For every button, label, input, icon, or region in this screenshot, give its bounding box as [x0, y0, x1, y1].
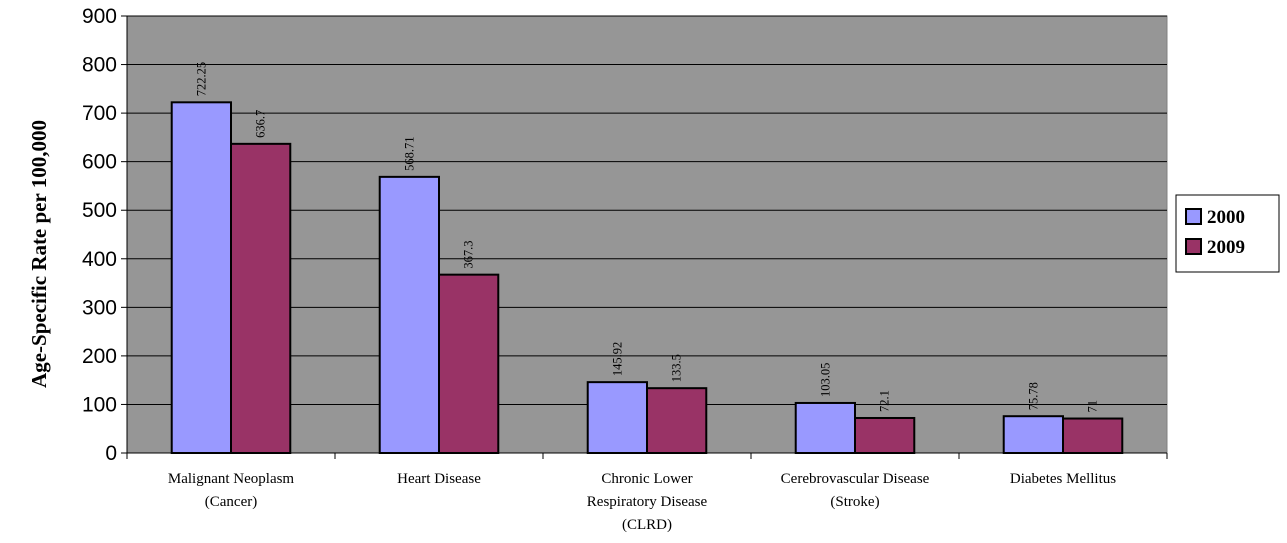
x-tick-label: Heart Disease [397, 471, 481, 487]
y-tick-label: 400 [82, 248, 117, 271]
legend-box [1175, 194, 1280, 273]
x-tick-label: Cerebrovascular Disease [781, 471, 930, 487]
y-tick-label: 100 [82, 393, 117, 416]
bar-2000 [378, 175, 440, 454]
y-tick-label: 900 [82, 5, 117, 28]
x-tick-label: (Cancer) [205, 494, 257, 510]
axes: 0 100 200 300 400 500 600 700 800 900 Malignant Ne… [82, 5, 1168, 533]
y-tick-label: 200 [82, 345, 117, 368]
bar-2009 [646, 387, 708, 455]
bar-2009 [1062, 417, 1124, 454]
data-label: 75.78 [1026, 382, 1040, 410]
x-tick-label: (CLRD) [622, 517, 672, 533]
x-tick-label: Respiratory Disease [587, 494, 708, 510]
data-label: 133.5 [670, 354, 684, 382]
data-label: 145.92 [610, 342, 624, 376]
data-label: 636.7 [254, 110, 268, 138]
data-labels: 722.25 636.7 568.71 367.3 145.92 133.5 103.05 7… [194, 62, 1099, 413]
gridlines [127, 15, 1167, 405]
legend-label-2000: 2000 [1207, 207, 1245, 228]
data-label: 568.71 [402, 136, 416, 170]
legend-label-2009: 2009 [1207, 237, 1245, 258]
x-tick-label: (Stroke) [830, 494, 879, 510]
data-label: 103.05 [818, 363, 832, 397]
legend: 2000 2009 [1175, 194, 1280, 273]
x-tick-label: Chronic Lower [601, 471, 692, 487]
y-tick-label: 600 [82, 151, 117, 174]
bar-2000 [794, 401, 856, 454]
data-label: 72.1 [878, 390, 892, 412]
legend-swatch-2000 [1185, 208, 1202, 225]
bars [170, 101, 1124, 455]
y-axis-title: Age-Specific Rate per 100,000 [27, 120, 51, 388]
y-tick-label: 0 [105, 442, 117, 465]
x-tick-label: Diabetes Mellitus [1010, 471, 1116, 487]
plot-area [126, 15, 1168, 454]
y-tick-label: 700 [82, 102, 117, 125]
data-label: 71 [1086, 400, 1100, 413]
bar-2009 [230, 142, 292, 454]
bar-2000 [1002, 415, 1064, 454]
data-label: 367.3 [462, 241, 476, 269]
bar-2009 [854, 416, 916, 455]
bar-2009 [438, 273, 500, 455]
y-tick-label: 300 [82, 296, 117, 319]
bar-2000 [170, 101, 232, 455]
y-tick-label: 500 [82, 199, 117, 222]
data-label: 722.25 [194, 62, 208, 96]
x-tick-label: Malignant Neoplasm [168, 471, 295, 487]
y-tick-label: 800 [82, 54, 117, 77]
legend-swatch-2009 [1185, 238, 1202, 255]
bar-2000 [586, 381, 648, 454]
